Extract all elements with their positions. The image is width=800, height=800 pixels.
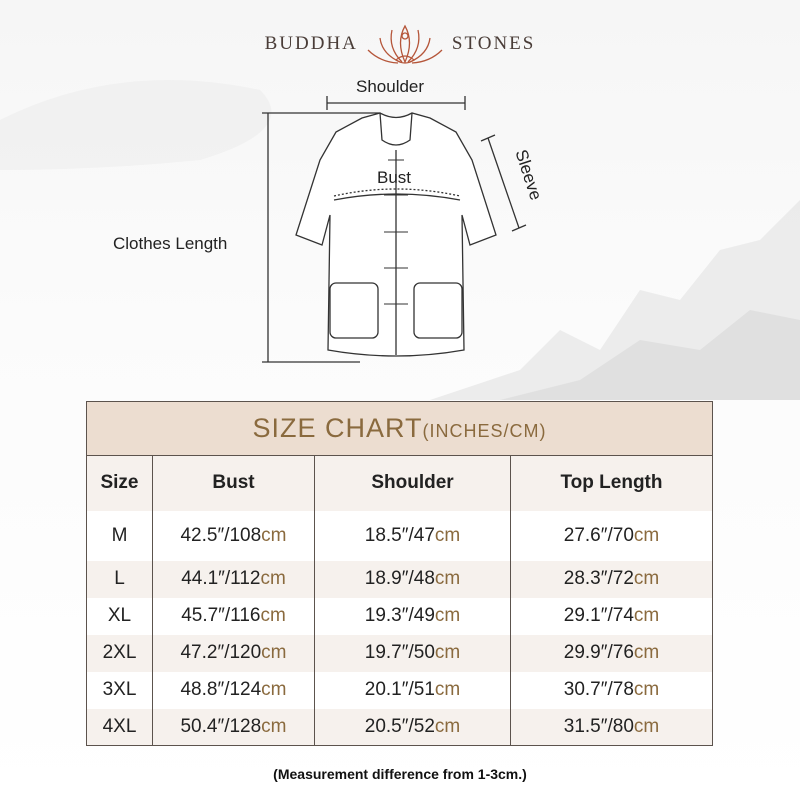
table-row: 2XL 47.2″/120cm 19.7″/50cm 29.9″/76cm xyxy=(86,634,713,672)
table-title-row: SIZE CHART(INCHES/CM) xyxy=(86,401,713,456)
header-shoulder: Shoulder xyxy=(314,455,511,511)
measurement-note: (Measurement difference from 1-3cm.) xyxy=(273,766,527,782)
shoulder-cell: 18.5″/47cm xyxy=(314,510,511,561)
size-cell: L xyxy=(86,560,153,598)
bust-cell: 44.1″/112cm xyxy=(152,560,315,598)
shoulder-cell: 19.7″/50cm xyxy=(314,634,511,672)
table-title: SIZE CHART(INCHES/CM) xyxy=(86,401,713,456)
bust-label: Bust xyxy=(377,168,412,187)
table-row: M 42.5″/108cm 18.5″/47cm 27.6″/70cm xyxy=(86,510,713,561)
shoulder-cell: 18.9″/48cm xyxy=(314,560,511,598)
bust-cell: 50.4″/128cm xyxy=(152,708,315,746)
length-cell: 29.1″/74cm xyxy=(510,597,713,635)
clothes-length-label: Clothes Length xyxy=(113,234,228,253)
bust-cell: 42.5″/108cm xyxy=(152,510,315,561)
table-row: 4XL 50.4″/128cm 20.5″/52cm 31.5″/80cm xyxy=(86,708,713,746)
brand-name-right: STONES xyxy=(451,33,536,54)
shoulder-cell: 19.3″/49cm xyxy=(314,597,511,635)
lotus-meditation-icon xyxy=(367,24,443,64)
brand-name-left: BUDDHA xyxy=(264,33,358,54)
shoulder-label: Shoulder xyxy=(356,77,425,96)
size-cell: M xyxy=(86,510,153,561)
shoulder-cell: 20.5″/52cm xyxy=(314,708,511,746)
size-chart-table: SIZE CHART(INCHES/CM) Size Bust Shoulder… xyxy=(86,401,713,746)
length-cell: 31.5″/80cm xyxy=(510,708,713,746)
table-header-row: Size Bust Shoulder Top Length xyxy=(86,455,713,511)
table-row: XL 45.7″/116cm 19.3″/49cm 29.1″/74cm xyxy=(86,597,713,635)
size-cell: XL xyxy=(86,597,153,635)
length-cell: 29.9″/76cm xyxy=(510,634,713,672)
header-size: Size xyxy=(86,455,153,511)
table-title-units: (INCHES/CM) xyxy=(422,421,547,441)
length-cell: 27.6″/70cm xyxy=(510,510,713,561)
bust-cell: 45.7″/116cm xyxy=(152,597,315,635)
size-cell: 2XL xyxy=(86,634,153,672)
header-bust: Bust xyxy=(152,455,315,511)
brand-logo: BUDDHA STONES xyxy=(0,22,800,66)
table-row: 3XL 48.8″/124cm 20.1″/51cm 30.7″/78cm xyxy=(86,671,713,709)
shirt-diagram xyxy=(262,96,527,363)
length-cell: 30.7″/78cm xyxy=(510,671,713,709)
size-cell: 3XL xyxy=(86,671,153,709)
header-top-length: Top Length xyxy=(510,455,713,511)
table-row: L 44.1″/112cm 18.9″/48cm 28.3″/72cm xyxy=(86,560,713,598)
bust-cell: 47.2″/120cm xyxy=(152,634,315,672)
shoulder-cell: 20.1″/51cm xyxy=(314,671,511,709)
length-cell: 28.3″/72cm xyxy=(510,560,713,598)
size-cell: 4XL xyxy=(86,708,153,746)
bust-cell: 48.8″/124cm xyxy=(152,671,315,709)
